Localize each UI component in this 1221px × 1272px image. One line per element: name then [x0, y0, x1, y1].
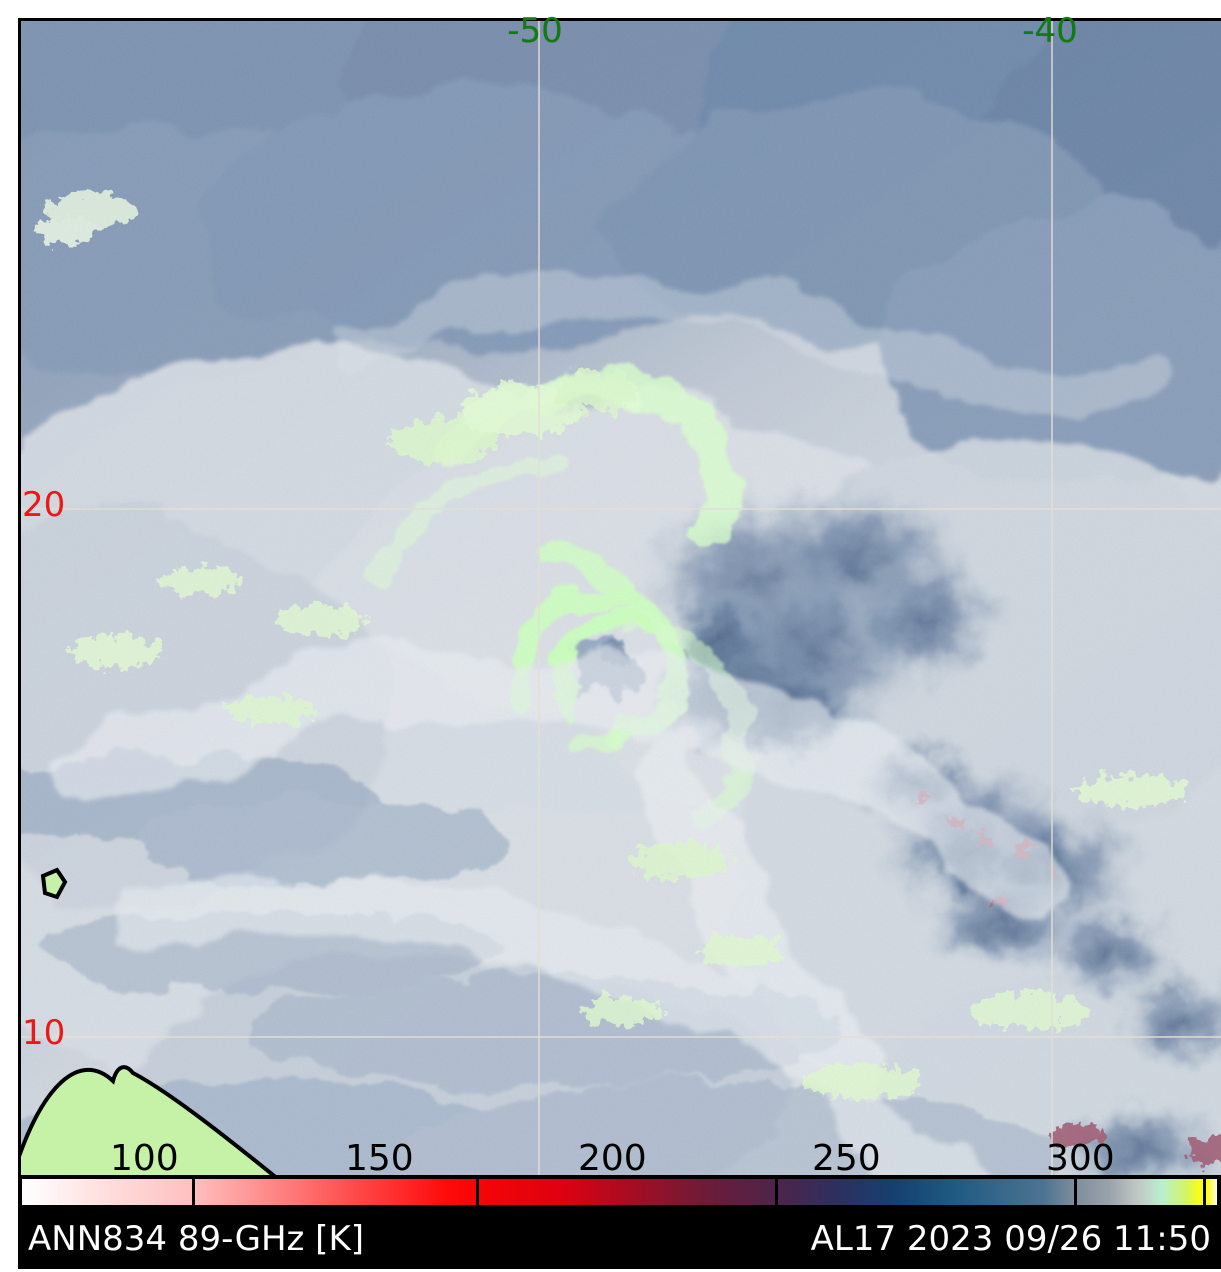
- caption-bar: ANN834 89-GHz [K] AL17 2023 09/26 11:50: [18, 1209, 1221, 1269]
- colorbar-tick-150: 150: [345, 1138, 414, 1179]
- colorbar-divider-4: [1073, 1179, 1077, 1205]
- coastline-overlay: [21, 867, 277, 1175]
- microwave-brightness-temperature-raster: [21, 21, 1221, 1175]
- colorbar-divider-3: [774, 1179, 778, 1205]
- colorbar-gradient: [22, 1179, 1217, 1205]
- colorbar-tick-100: 100: [110, 1138, 179, 1179]
- small-island: [40, 867, 68, 900]
- lat-label-10: 10: [22, 1013, 66, 1053]
- sensor-channel-label: ANN834 89-GHz [K]: [28, 1219, 364, 1259]
- colorbar-tick-300: 300: [1046, 1138, 1115, 1179]
- colorbar-divider-5: [1202, 1179, 1206, 1205]
- satellite-image-panel[interactable]: [18, 18, 1221, 1175]
- lat-label-20: 20: [22, 485, 66, 525]
- colorbar-divider-1: [191, 1179, 195, 1205]
- lon-label--40: -40: [1022, 11, 1078, 51]
- lon-label--50: -50: [507, 11, 563, 51]
- colorbar[interactable]: [18, 1175, 1221, 1209]
- colorbar-tick-250: 250: [812, 1138, 881, 1179]
- colorbar-divider-2: [476, 1179, 480, 1205]
- storm-datetime-label: AL17 2023 09/26 11:50: [810, 1219, 1211, 1259]
- colorbar-tick-200: 200: [578, 1138, 647, 1179]
- coastline-corner: [21, 1065, 277, 1175]
